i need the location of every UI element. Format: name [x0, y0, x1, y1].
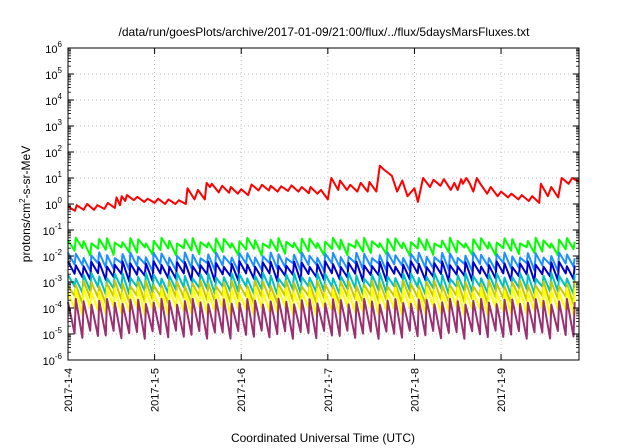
y-axis-label: protons/cm2-s-sr-MeV	[18, 146, 33, 262]
series-line-red	[67, 164, 580, 212]
x-tick-label: 2017-1-6	[236, 368, 248, 412]
x-tick-label: 2017-1-9	[496, 368, 508, 412]
y-tick-label: 100	[45, 196, 62, 212]
y-tick-label: 10-2	[43, 248, 63, 264]
y-tick-label: 104	[45, 92, 62, 108]
series-line-lightblue	[67, 251, 576, 273]
axes: 10-6 10-5 10-4 10-3 10-2 10-1 100 101 102 103 104 1…	[43, 40, 579, 412]
chart-title: /data/run/goesPlots/archive/2017-01-09/2…	[119, 25, 531, 39]
x-tick-label: 2017-1-5	[150, 368, 162, 412]
x-tick-label: 2017-1-4	[63, 368, 75, 412]
x-axis-label: Coordinated Universal Time (UTC)	[231, 431, 415, 445]
series-line-green	[67, 236, 576, 257]
y-tick-label: 10-5	[43, 326, 63, 342]
y-tick-label: 10-6	[43, 352, 63, 368]
y-tick-label: 101	[45, 170, 62, 186]
y-tick-label: 10-4	[43, 300, 63, 316]
y-tick-label: 10-3	[43, 274, 63, 290]
x-tick-label: 2017-1-8	[409, 368, 421, 412]
y-tick-label: 106	[45, 40, 62, 56]
y-tick-label: 10-1	[43, 222, 63, 238]
y-tick-label: 105	[45, 66, 62, 82]
y-tick-label: 102	[45, 144, 62, 160]
y-tick-label: 103	[45, 118, 62, 134]
series-line-purple	[67, 297, 576, 340]
plot-series	[67, 164, 580, 340]
x-tick-label: 2017-1-7	[323, 368, 335, 412]
